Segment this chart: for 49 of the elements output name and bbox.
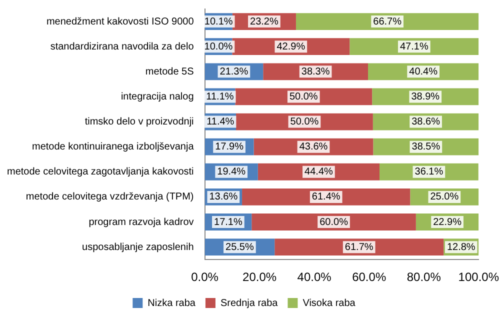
data-label: 38.6%	[412, 116, 440, 128]
data-label: 43.6%	[299, 142, 328, 153]
data-label: 38.3%	[301, 66, 330, 78]
data-label: 38.5%	[412, 142, 440, 153]
x-tick-label: 80.0%	[406, 270, 442, 284]
x-tick-label: 60.0%	[352, 270, 386, 284]
data-label: 44.4%	[304, 166, 333, 178]
data-label: 21.3%	[220, 66, 248, 78]
y-tick-label: usposabljanje zaposlenih	[82, 242, 194, 253]
data-label: 36.1%	[414, 166, 444, 178]
data-label: 11.4%	[206, 116, 234, 128]
x-tick-label: 40.0%	[297, 270, 332, 284]
data-label: 60.0%	[320, 216, 348, 228]
y-tick-label: menedžment kakovosti ISO 9000	[46, 16, 194, 28]
x-tick-label: 20.0%	[242, 270, 277, 284]
y-tick-label: metode celovitega vzdrževanja (TPM)	[26, 192, 194, 203]
data-label: 12.8%	[446, 242, 476, 253]
y-tick-label: program razvoja kadrov	[88, 216, 194, 228]
data-label: 47.1%	[400, 41, 428, 52]
legend-label: Srednja raba	[220, 298, 278, 309]
y-tick-label: timsko delo v proizvodnji	[84, 116, 194, 128]
data-label: 10.0%	[204, 41, 233, 52]
data-label: 50.0%	[289, 91, 318, 102]
data-label: 19.4%	[217, 166, 246, 178]
y-tick-label: metode celovitega zagotavljanja kakovosti	[6, 166, 194, 178]
data-label: 40.4%	[409, 66, 438, 78]
data-label: 42.9%	[276, 41, 306, 52]
data-label: 23.2%	[250, 16, 278, 28]
data-label: 13.6%	[209, 192, 238, 203]
data-label: 25.0%	[430, 192, 459, 203]
y-tick-label: metode 5S	[145, 66, 194, 78]
data-label: 10.1%	[204, 16, 233, 28]
x-tick-label: 0.0%	[191, 270, 219, 284]
y-tick-label: integracija nalog	[120, 91, 194, 102]
data-label: 61.7%	[344, 242, 374, 253]
data-label: 66.7%	[373, 16, 402, 28]
legend-label: Nizka raba	[148, 298, 196, 309]
data-label: 50.0%	[290, 116, 319, 128]
data-label: 17.1%	[214, 216, 242, 228]
data-label: 38.9%	[411, 91, 440, 102]
legend-label: Visoka raba	[302, 298, 356, 309]
data-label: 11.1%	[206, 91, 234, 102]
data-label: 22.9%	[433, 216, 462, 228]
y-tick-label: standardizirana navodila za delo	[50, 41, 194, 52]
data-label: 61.4%	[312, 192, 340, 203]
data-label: 17.9%	[215, 142, 244, 153]
x-tick-label: 100.0%	[458, 270, 500, 284]
data-label: 25.5%	[226, 242, 254, 253]
y-tick-label: metode kontinuiranega izboljševanja	[32, 142, 194, 153]
